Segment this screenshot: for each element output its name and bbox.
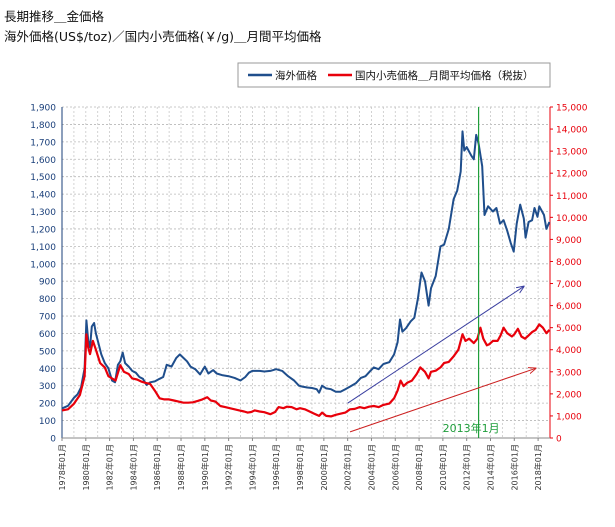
x-tick-label: 1996年01月: [271, 444, 281, 491]
y-left-tick-label: 1,300: [30, 208, 56, 218]
x-tick-label: 2012年01月: [462, 444, 472, 491]
y-right-tick-label: 6,000: [556, 302, 582, 312]
legend-label-domestic: 国内小売価格＿月間平均価格（税抜）: [355, 69, 534, 82]
legend-box: [237, 62, 551, 88]
x-tick-label: 2002年01月: [343, 444, 353, 491]
annotation-arrow: [349, 368, 536, 433]
y-left-tick-label: 1,600: [30, 156, 56, 166]
y-left-tick-label: 600: [39, 330, 56, 340]
annotation-arrow: [347, 286, 524, 404]
y-left-tick-label: 1,200: [30, 225, 56, 235]
y-right-tick-label: 12,000: [556, 170, 588, 180]
y-left-tick-label: 1,000: [30, 260, 56, 270]
x-tick-label: 1984年01月: [128, 444, 138, 491]
y-right-tick-label: 14,000: [556, 126, 588, 136]
series-line-domestic: [61, 323, 551, 418]
x-tick-label: 1994年01月: [247, 444, 257, 491]
y-left-tick-label: 1,700: [30, 138, 56, 148]
y-left-tick-label: 300: [39, 382, 56, 392]
y-left-tick-label: 1,500: [30, 173, 56, 183]
y-left-tick-label: 400: [39, 365, 56, 375]
y-right-tick-label: 5,000: [556, 324, 582, 334]
x-tick-label: 2008年01月: [414, 444, 424, 491]
y-right-tick-label: 2,000: [556, 390, 582, 400]
x-tick-label: 2010年01月: [438, 444, 448, 491]
y-left-tick-label: 500: [39, 347, 56, 357]
y-right-tick-label: 7,000: [556, 280, 582, 290]
y-right-tick-label: 13,000: [556, 148, 588, 158]
y-left-tick-label: 0: [50, 435, 56, 445]
y-right-tick-label: 10,000: [556, 214, 588, 224]
chart-title-line1: 長期推移＿金価格: [4, 9, 105, 24]
series-line-overseas: [61, 130, 551, 410]
y-left-tick-label: 200: [39, 400, 56, 410]
plot-area: 0 100 200 300 400 500 600 700 800 900 1,000 1,100 1,…: [30, 104, 588, 491]
y-right-tick-label: 1,000: [556, 412, 582, 422]
x-tick-label: 1986年01月: [152, 444, 162, 491]
y-right-tick-label: 11,000: [556, 192, 588, 202]
chart-title-line2: 海外価格(US$/toz)／国内小売価格(￥/g)＿月間平均価格: [4, 29, 322, 44]
x-tick-label: 1990年01月: [200, 444, 210, 491]
x-tick-label: 2016年01月: [509, 444, 519, 491]
x-tick-label: 1998年01月: [295, 444, 305, 491]
y-right-tick-label: 0: [556, 435, 562, 445]
x-tick-label: 2000年01月: [319, 444, 329, 491]
x-tick-label: 1982年01月: [105, 444, 115, 491]
x-tick-label: 2004年01月: [366, 444, 376, 491]
y-right-tick-label: 4,000: [556, 346, 582, 356]
y-left-tick-label: 1,400: [30, 191, 56, 201]
x-tick-label: 1992年01月: [224, 444, 234, 491]
x-tick-label: 1988年01月: [176, 444, 186, 491]
legend-label-overseas: 海外価格: [275, 69, 317, 82]
y-left-tick-label: 1,900: [30, 104, 56, 114]
x-tick-label: 2014年01月: [485, 444, 495, 491]
y-left-tick-label: 900: [39, 278, 56, 288]
y-left-tick-label: 800: [39, 295, 56, 305]
y-right-tick-label: 15,000: [556, 104, 588, 114]
y-left-tick-label: 700: [39, 313, 56, 323]
x-tick-label: 2018年01月: [533, 444, 543, 491]
y-right-tick-label: 3,000: [556, 368, 582, 378]
x-tick-label: 2006年01月: [390, 444, 400, 491]
y-left-tick-label: 1,100: [30, 243, 56, 253]
y-left-tick-label: 1,800: [30, 121, 56, 131]
y-right-tick-label: 9,000: [556, 236, 582, 246]
annotation-vline-label: 2013年1月: [443, 421, 500, 435]
y-left-tick-label: 100: [39, 417, 56, 427]
y-right-tick-label: 8,000: [556, 258, 582, 268]
x-tick-label: 1980年01月: [81, 444, 91, 491]
x-tick-label: 1978年01月: [57, 444, 67, 491]
